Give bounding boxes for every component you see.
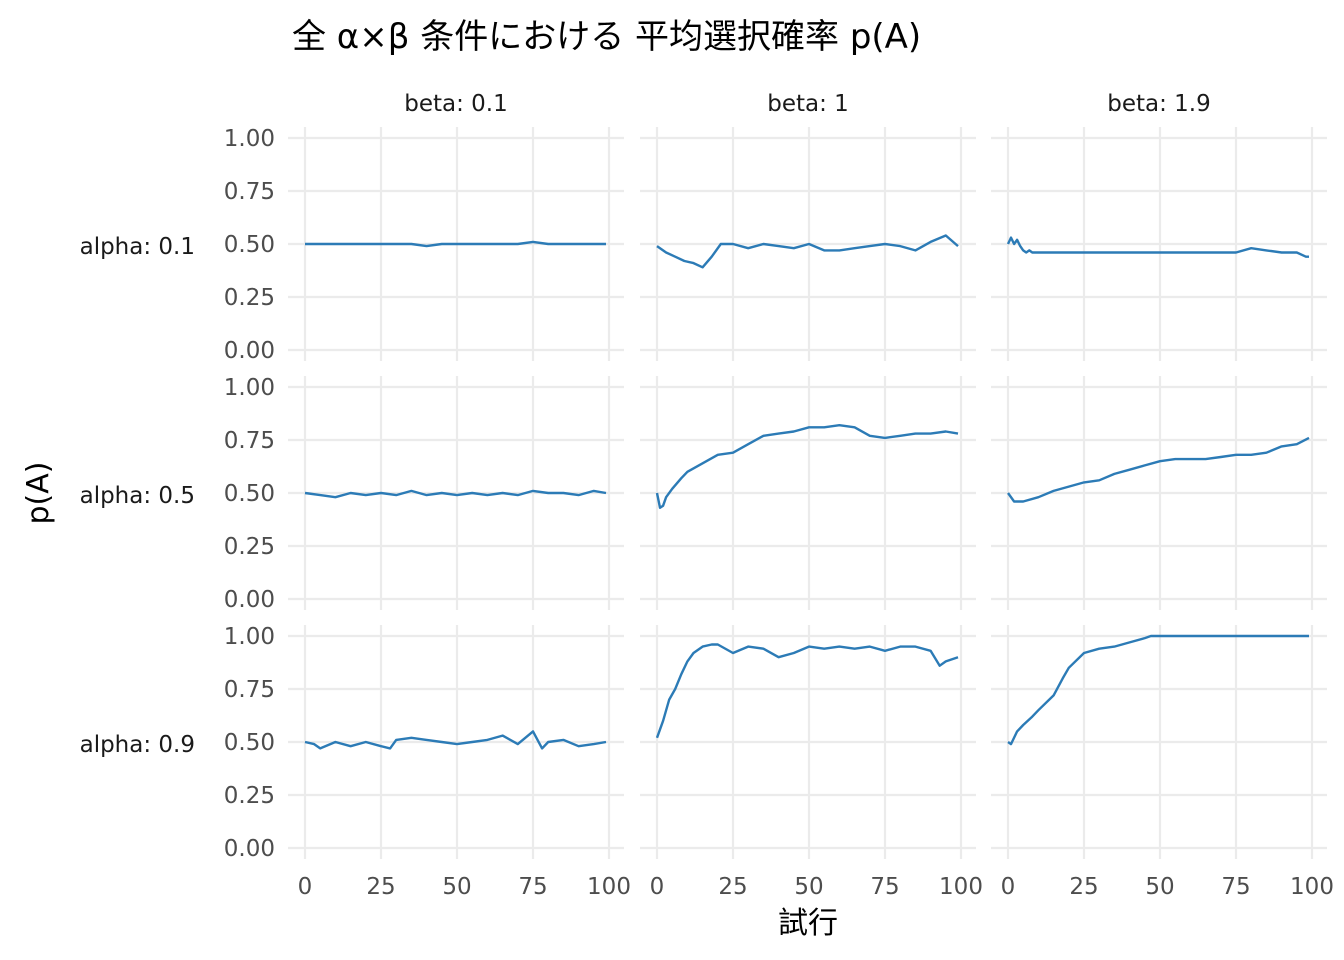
series-line: [305, 240, 606, 248]
y-tick-label: 0.50: [224, 481, 275, 507]
column-strip-label: beta: 0.1: [404, 91, 508, 117]
x-tick-label: 75: [870, 874, 899, 900]
series-line: [655, 643, 959, 739]
y-tick-label: 1.00: [224, 126, 275, 152]
x-tick-label: 100: [587, 874, 631, 900]
panel-grid: beta: 0.1 beta: 1 beta: 1.9 alpha: 0.1 0.00 0…: [80, 91, 1334, 900]
y-tick-label: 1.00: [224, 624, 275, 650]
series-line: [1007, 436, 1310, 503]
facet-panel: [640, 376, 976, 610]
x-tick-label: 0: [1001, 874, 1016, 900]
series-line: [655, 424, 959, 509]
y-tick-label: 0.00: [224, 338, 275, 364]
x-tick-label: 50: [794, 874, 823, 900]
x-tick-label: 25: [366, 874, 395, 900]
column-strip-label: beta: 1: [767, 91, 849, 117]
x-tick-label: 25: [718, 874, 747, 900]
series-line: [656, 234, 959, 269]
x-tick-label: 100: [1290, 874, 1334, 900]
x-tick-label: 50: [442, 874, 471, 900]
row-strip-label: alpha: 0.1: [80, 234, 195, 260]
y-tick-label: 0.25: [224, 285, 275, 311]
y-tick-label: 0.25: [224, 534, 275, 560]
x-tick-label: 50: [1145, 874, 1174, 900]
x-tick-label: 75: [1221, 874, 1250, 900]
y-tick-label: 0.50: [224, 730, 275, 756]
y-tick-label: 0.00: [224, 836, 275, 862]
x-axis-title: 試行: [778, 906, 838, 941]
facet-panel: [991, 625, 1327, 859]
y-tick-label: 0.25: [224, 783, 275, 809]
facet-panel: [288, 625, 624, 859]
y-tick-label: 0.50: [224, 232, 275, 258]
x-tick-label: 75: [518, 874, 547, 900]
y-tick-label: 0.75: [224, 179, 275, 205]
facet-panel: [288, 127, 624, 361]
series-line: [304, 489, 607, 499]
row-strip-label: alpha: 0.5: [80, 483, 195, 509]
x-tick-label: 0: [298, 874, 313, 900]
y-tick-label: 0.75: [224, 428, 275, 454]
facet-panel: [991, 127, 1327, 361]
y-tick-label: 0.75: [224, 677, 275, 703]
facet-panel: [991, 376, 1327, 610]
x-tick-label: 100: [939, 874, 983, 900]
column-strip-label: beta: 1.9: [1107, 91, 1211, 117]
series-line: [1006, 236, 1309, 258]
chart-title: 全 α×β 条件における 平均選択確率 p(A): [292, 17, 921, 57]
y-axis-title: p(A): [21, 462, 56, 525]
facet-panel: [640, 625, 976, 859]
series-line: [1007, 634, 1309, 746]
facet-panel: [288, 376, 624, 610]
facet-panel: [640, 127, 976, 361]
x-tick-label: 0: [650, 874, 665, 900]
y-tick-label: 1.00: [224, 375, 275, 401]
series-line: [304, 730, 607, 750]
x-tick-label: 25: [1069, 874, 1098, 900]
row-strip-label: alpha: 0.9: [80, 732, 195, 758]
y-tick-label: 0.00: [224, 587, 275, 613]
